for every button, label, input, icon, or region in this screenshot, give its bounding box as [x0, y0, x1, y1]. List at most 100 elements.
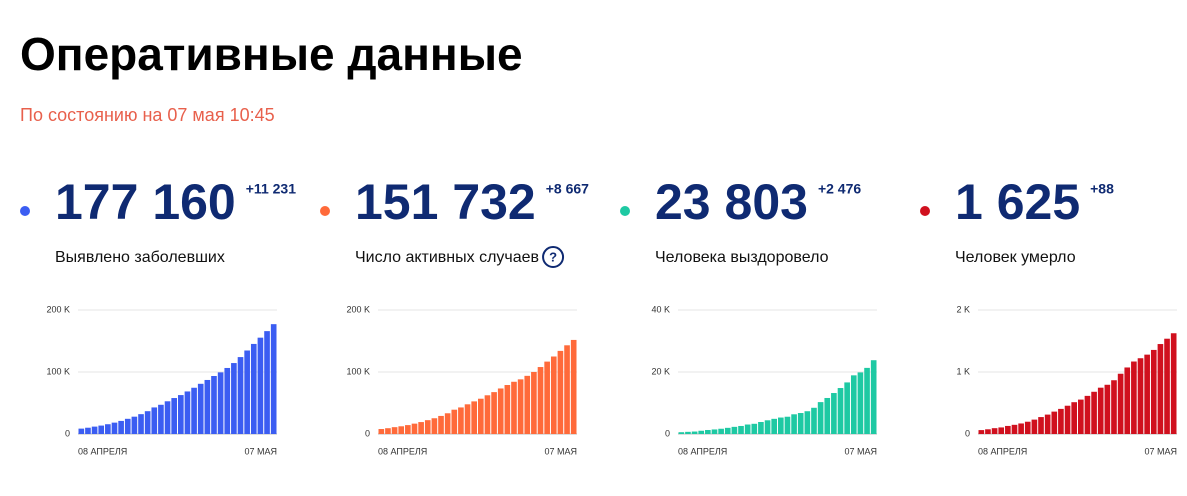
- bar: [804, 411, 811, 434]
- stat-label: Выявлено заболевших: [55, 249, 225, 266]
- bar: [438, 415, 444, 434]
- bar: [237, 357, 244, 434]
- bar: [1137, 358, 1144, 434]
- bar: [1051, 411, 1058, 434]
- y-tick-label: 100 K: [346, 366, 370, 376]
- bar: [678, 432, 685, 434]
- bar: [458, 407, 464, 434]
- bar: [844, 382, 850, 434]
- bar: [685, 431, 691, 434]
- y-tick-label: 0: [365, 428, 370, 438]
- bar: [1078, 399, 1084, 434]
- y-tick-label: 1 K: [956, 366, 970, 376]
- stat-label: Число активных случаев: [355, 249, 539, 266]
- bar: [111, 422, 118, 434]
- bar: [91, 426, 98, 434]
- bar: [1031, 419, 1038, 434]
- bar: [557, 350, 564, 434]
- bar: [257, 337, 264, 434]
- bar: [85, 427, 91, 434]
- bar: [985, 429, 991, 434]
- bar: [171, 398, 177, 434]
- y-tick-label: 0: [965, 428, 970, 438]
- bar: [1150, 349, 1157, 434]
- bar: [738, 425, 744, 434]
- bar: [131, 416, 138, 434]
- bar: [385, 428, 391, 434]
- bar: [424, 420, 431, 434]
- bar: [544, 361, 550, 434]
- stat-label: Человека выздоровело: [655, 249, 829, 266]
- stat-value: 151 732: [355, 174, 536, 230]
- x-tick-label: 08 АПРЕЛЯ: [378, 446, 427, 456]
- help-icon[interactable]: [542, 246, 565, 268]
- page-title: Оперативные данные: [20, 28, 523, 80]
- bar: [811, 407, 817, 434]
- bar: [991, 428, 998, 434]
- bar: [771, 418, 777, 434]
- bar: [264, 331, 270, 434]
- bar: [211, 375, 217, 434]
- bar: [718, 428, 724, 434]
- bar: [504, 385, 511, 434]
- bar: [1005, 425, 1011, 434]
- bar: [1104, 384, 1111, 434]
- bar: [1124, 367, 1131, 434]
- bar: [1157, 344, 1164, 434]
- bar: [564, 345, 570, 434]
- stat-value: 1 625: [955, 174, 1080, 230]
- bar: [517, 379, 524, 434]
- bar: [531, 371, 537, 434]
- y-tick-label: 200 K: [46, 304, 70, 314]
- bar: [217, 372, 224, 434]
- y-tick-label: 0: [665, 428, 670, 438]
- bar: [857, 372, 864, 434]
- bar: [158, 404, 164, 434]
- bar: [391, 427, 398, 434]
- bar: [1064, 405, 1071, 434]
- bar: [197, 383, 204, 434]
- bar: [451, 409, 458, 434]
- bar: [1044, 414, 1051, 434]
- bar: [184, 391, 191, 434]
- bar: [570, 339, 577, 434]
- stat-delta: +88: [1090, 181, 1114, 197]
- bar: [837, 388, 844, 434]
- bar: [151, 407, 158, 434]
- x-tick-label: 07 МАЯ: [544, 446, 577, 456]
- bar: [1084, 395, 1091, 434]
- bar: [1038, 417, 1044, 434]
- bar: [691, 431, 698, 434]
- bar: [870, 360, 877, 434]
- stat-value: 23 803: [655, 174, 808, 230]
- bar: [850, 375, 857, 434]
- bar: [78, 428, 85, 434]
- bar: [764, 420, 771, 434]
- bar: [1024, 421, 1031, 434]
- bar: [817, 402, 824, 434]
- bar: [1117, 373, 1124, 434]
- bar: [378, 429, 385, 434]
- bar: [731, 426, 738, 434]
- bar: [224, 367, 231, 434]
- y-tick-label: 20 K: [651, 366, 670, 376]
- bar: [758, 421, 764, 434]
- y-tick-label: 2 K: [956, 304, 970, 314]
- stat-label: Человек умерло: [955, 249, 1076, 266]
- bar: [1071, 402, 1077, 434]
- bar: [711, 429, 718, 434]
- bar: [724, 427, 731, 434]
- bar: [231, 363, 237, 434]
- bar: [1011, 424, 1018, 434]
- bar: [1111, 380, 1117, 434]
- y-tick-label: 200 K: [346, 304, 370, 314]
- bar: [824, 397, 831, 434]
- bar: [831, 393, 837, 434]
- bar: [524, 375, 531, 434]
- x-tick-label: 08 АПРЕЛЯ: [78, 446, 127, 456]
- bar: [191, 387, 197, 434]
- bar: [471, 401, 477, 434]
- bar: [418, 422, 424, 434]
- bar: [1018, 423, 1024, 434]
